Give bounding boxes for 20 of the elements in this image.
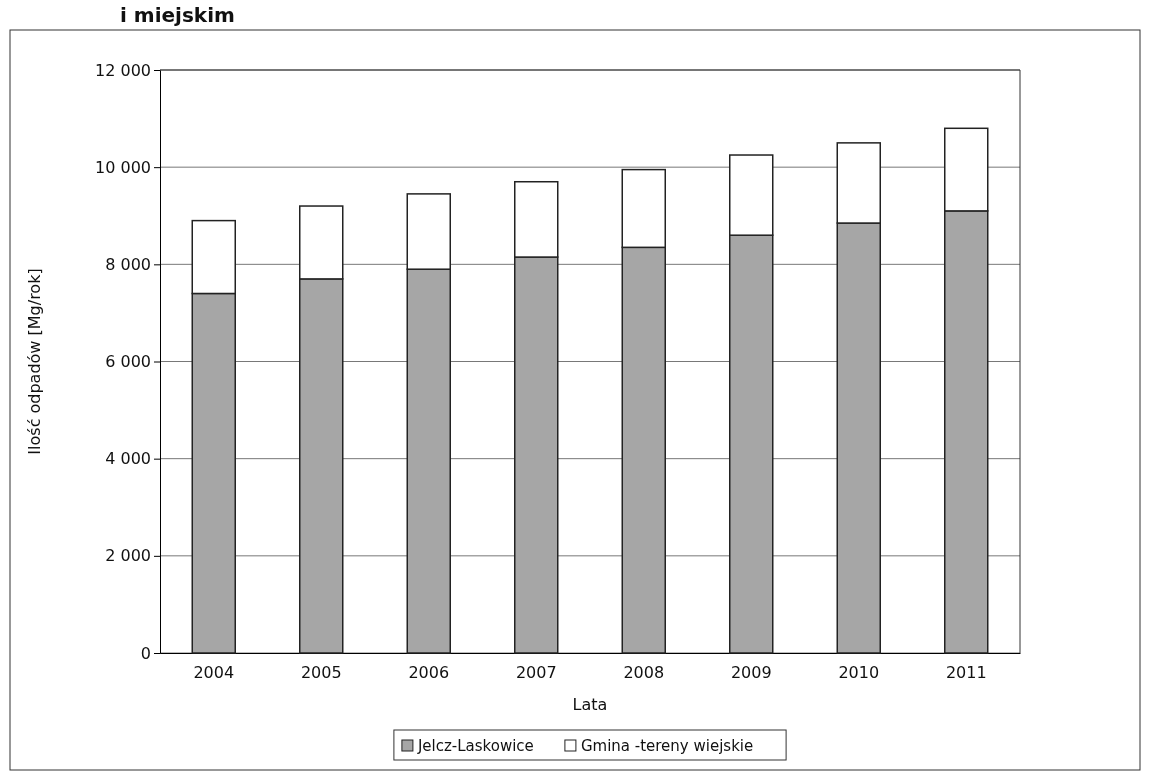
x-tick-label: 2010 [838, 663, 880, 683]
legend-label: Gmina -tereny wiejskie [580, 737, 754, 755]
y-tick-label: 2 000 [105, 546, 151, 566]
y-tick-label: 6 000 [105, 352, 151, 372]
legend-label: Jelcz-Laskowice [416, 737, 534, 755]
x-tick-label: 2008 [623, 663, 665, 683]
x-tick-label: 2011 [945, 663, 987, 683]
x-tick-label: 2009 [730, 663, 772, 683]
x-tick-label: 2006 [408, 663, 450, 683]
y-tick-label: 10 000 [95, 157, 151, 177]
y-axis-title: Ilość odpadów [Mg/rok] [25, 268, 44, 455]
x-tick-label: 2007 [515, 663, 557, 683]
x-tick-label: 2004 [193, 663, 235, 683]
y-tick-label: 4 000 [105, 449, 151, 469]
x-tick-label: 2005 [300, 663, 342, 683]
x-axis-title: Lata [572, 695, 608, 714]
chart-title: i miejskim [120, 3, 235, 27]
y-tick-label: 8 000 [105, 254, 151, 274]
y-tick-label: 0 [140, 643, 151, 663]
y-tick-label: 12 000 [95, 60, 151, 80]
